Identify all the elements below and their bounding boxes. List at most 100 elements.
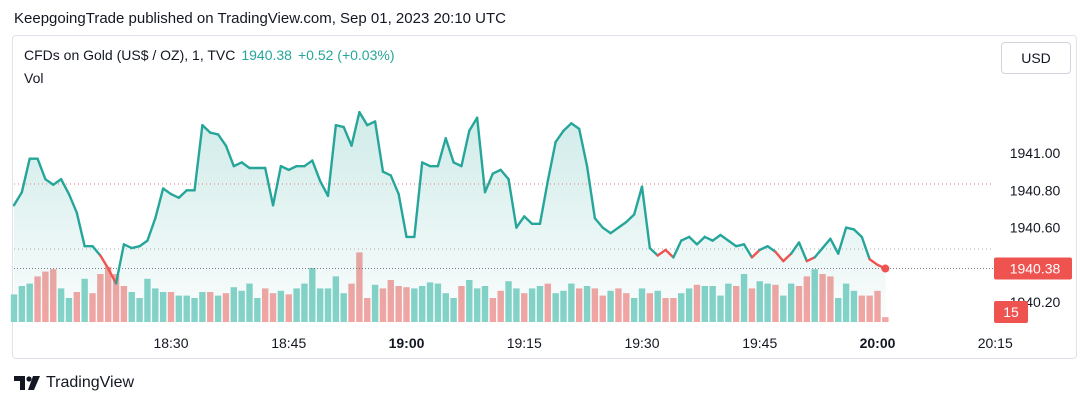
- price-segment: [491, 168, 502, 175]
- last-price-dot: [881, 264, 890, 273]
- price-segment: [805, 256, 816, 263]
- price-segment: [122, 243, 133, 250]
- price-segment: [797, 241, 809, 263]
- currency-button[interactable]: USD: [1001, 42, 1071, 74]
- volume-badge: [994, 301, 1028, 323]
- price-segment: [421, 161, 432, 168]
- price-segment: [358, 110, 369, 127]
- price-segment: [601, 226, 612, 235]
- price-segment: [507, 177, 518, 229]
- price-segment: [774, 250, 785, 263]
- price-segment: [664, 248, 675, 259]
- price-segment: [460, 129, 471, 168]
- price-segment: [271, 164, 283, 207]
- price-segment: [609, 226, 620, 235]
- price-segment: [232, 161, 243, 168]
- price-segment: [703, 235, 714, 242]
- price-segment: [75, 211, 86, 248]
- chart-legend: CFDs on Gold (US$ / OZ), 1, TVC 1940.38 +0…: [24, 47, 394, 63]
- symbol-title: CFDs on Gold (US$ / OZ), 1, TVC: [24, 47, 236, 63]
- price-segment: [735, 243, 746, 248]
- price-segment: [648, 246, 659, 257]
- price-segment: [169, 192, 181, 199]
- price-segment: [44, 177, 55, 186]
- price-segment: [303, 159, 314, 168]
- price-segment: [106, 267, 118, 285]
- price-segment: [727, 239, 738, 248]
- price-segment: [640, 185, 652, 250]
- price-segment: [758, 245, 769, 252]
- x-tick-label: 20:00: [860, 335, 896, 351]
- price-segment: [837, 226, 848, 255]
- x-tick-label: 18:45: [271, 335, 306, 351]
- price-segment: [326, 123, 338, 198]
- price-segment: [523, 215, 534, 226]
- price-segment: [12, 191, 24, 207]
- y-tick-label: 1940.60: [1010, 220, 1061, 236]
- price-segment: [350, 110, 361, 147]
- price-segment: [240, 161, 251, 170]
- price-segment: [99, 254, 110, 270]
- price-segment: [67, 192, 79, 214]
- price-segment: [546, 140, 557, 183]
- price-segment: [59, 177, 71, 196]
- price-segment: [287, 164, 298, 172]
- price-segment: [444, 137, 455, 164]
- price-segment: [868, 258, 879, 267]
- price-segment: [373, 120, 385, 173]
- price-segment: [114, 243, 126, 285]
- price-segment: [538, 179, 549, 226]
- price-segment: [209, 131, 220, 136]
- price-line: [12, 110, 887, 285]
- tradingview-logo[interactable]: TradingView: [14, 374, 134, 392]
- price-segment: [750, 248, 761, 259]
- price-segment: [216, 133, 228, 147]
- price-segment: [562, 122, 573, 132]
- price-segment: [829, 237, 840, 255]
- tradingview-logo-icon: [14, 376, 40, 390]
- price-segment: [860, 235, 871, 261]
- price-segment: [224, 144, 236, 168]
- x-tick-label: 20:15: [978, 335, 1013, 351]
- price-segment: [852, 228, 863, 239]
- price-segment: [499, 168, 510, 181]
- price-segment: [593, 217, 604, 229]
- price-segment: [146, 217, 157, 242]
- price-segment: [656, 248, 667, 257]
- price-segment: [766, 245, 777, 253]
- y-tick-label: 1940.80: [1010, 182, 1061, 198]
- price-segment: [632, 185, 644, 216]
- price-area-fill: [14, 112, 886, 322]
- price-segment: [625, 213, 636, 224]
- price-segment: [161, 187, 173, 196]
- price-segment: [695, 235, 706, 246]
- x-tick-label: 18:30: [153, 335, 188, 351]
- volume-bar: [882, 317, 889, 322]
- x-tick-label: 19:15: [507, 335, 542, 351]
- price-segment: [782, 252, 793, 263]
- price-segment: [193, 123, 204, 192]
- volume-badge-text: 15: [1003, 304, 1019, 320]
- price-segment: [468, 116, 479, 132]
- price-segment: [672, 239, 683, 259]
- price-segment: [687, 235, 699, 246]
- x-tick-label: 19:00: [389, 335, 425, 351]
- price-segment: [397, 192, 408, 239]
- price-segment: [177, 189, 188, 199]
- price-segment: [20, 157, 31, 194]
- price-segment: [154, 187, 165, 220]
- price-segment: [570, 122, 581, 131]
- price-segment: [138, 239, 149, 248]
- price-segment: [201, 123, 212, 134]
- price-segment: [515, 215, 526, 229]
- price-segment: [413, 161, 424, 239]
- x-tick-label: 19:30: [624, 335, 659, 351]
- price-segment: [279, 164, 290, 172]
- published-header: KeepgoingTrade published on TradingView.…: [14, 10, 506, 27]
- legend-last-price: 1940.38: [241, 47, 292, 63]
- price-segment: [821, 237, 832, 250]
- price-segment: [436, 137, 447, 168]
- price-segment: [483, 172, 495, 194]
- price-segment: [318, 179, 330, 198]
